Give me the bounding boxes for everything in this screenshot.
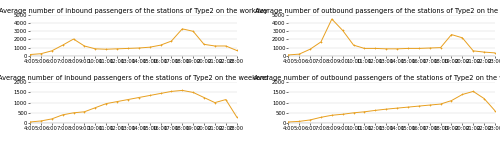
Title: Average number of inbound passengers of the stations of Type2 on the workday: Average number of inbound passengers of … xyxy=(0,8,268,14)
Title: Average number of outbound passengers of the stations of Type2 on the weekend: Average number of outbound passengers of… xyxy=(254,75,500,81)
Title: Average number of inbound passengers of the stations of Type2 on the weekend: Average number of inbound passengers of … xyxy=(0,75,268,81)
Title: Average number of outbound passengers of the stations of Type2 on the workday: Average number of outbound passengers of… xyxy=(255,8,500,14)
